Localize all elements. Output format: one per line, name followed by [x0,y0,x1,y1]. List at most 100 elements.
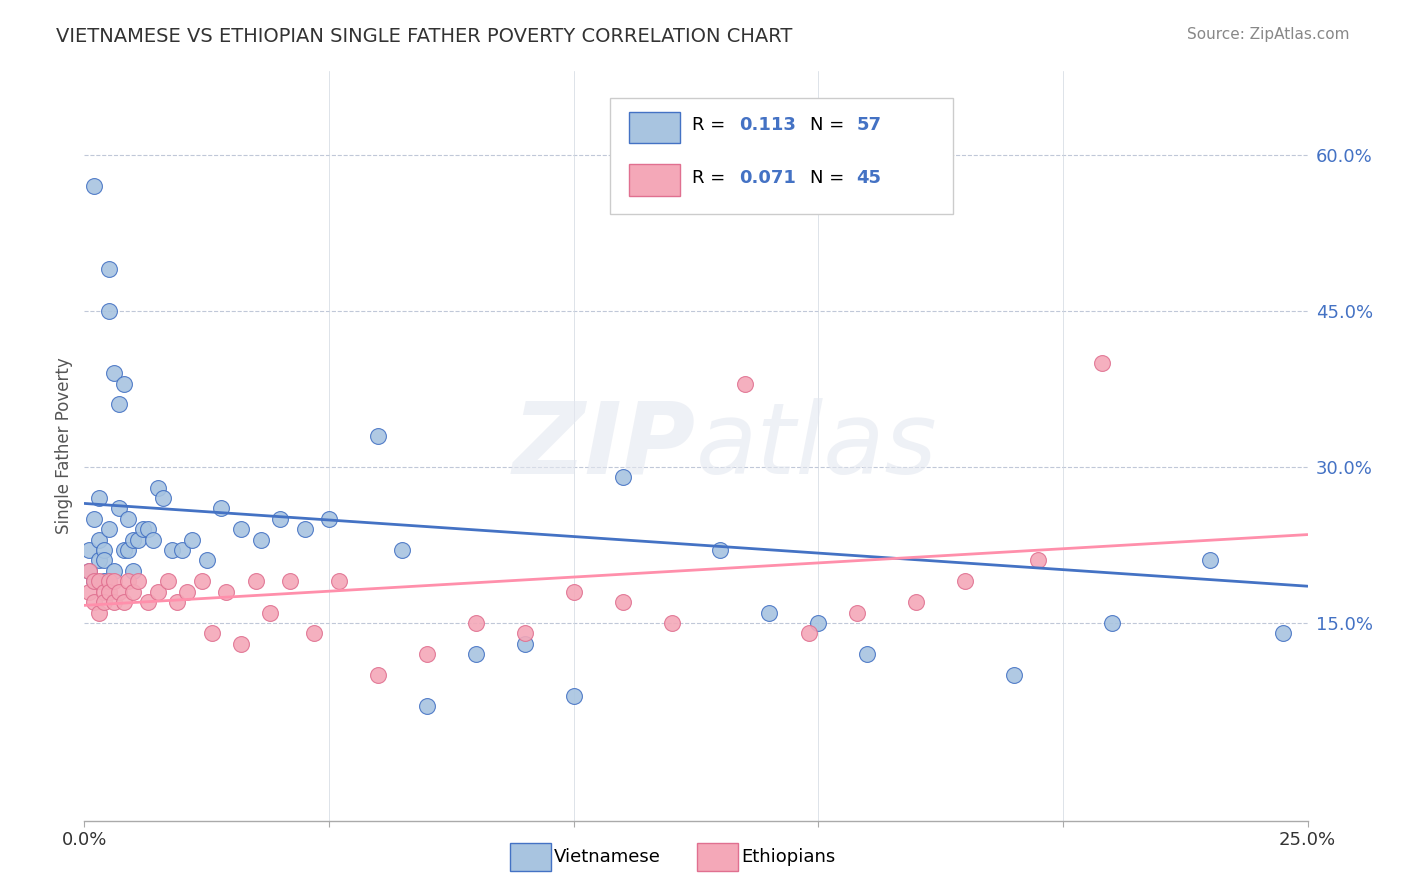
Ethiopians [97,584,120,599]
Vietnamese [77,564,100,578]
Ethiopians [146,584,169,599]
Text: N =: N = [810,116,849,135]
Text: atlas: atlas [696,398,938,494]
Ethiopians [905,595,928,609]
Text: 57: 57 [856,116,882,135]
Vietnamese [87,533,110,547]
Vietnamese [294,522,316,536]
Ethiopians [229,637,252,651]
Text: 45: 45 [856,169,882,186]
Ethiopians [83,574,105,589]
Vietnamese [122,564,145,578]
Ethiopians [612,595,634,609]
Vietnamese [112,376,135,391]
Vietnamese [97,522,120,536]
Vietnamese [97,303,120,318]
Text: 0.071: 0.071 [738,169,796,186]
Text: Vietnamese: Vietnamese [554,848,661,866]
Vietnamese [142,533,165,547]
Vietnamese [132,522,155,536]
Vietnamese [97,262,120,277]
FancyBboxPatch shape [628,112,681,144]
Ethiopians [122,584,145,599]
Vietnamese [146,481,169,495]
Text: R =: R = [692,116,731,135]
Vietnamese [127,533,149,547]
Ethiopians [112,595,135,609]
Ethiopians [367,668,389,682]
Ethiopians [166,595,188,609]
Ethiopians [176,584,198,599]
Ethiopians [734,376,756,391]
Ethiopians [117,574,139,589]
Vietnamese [107,397,129,411]
Vietnamese [77,543,100,558]
Vietnamese [93,574,115,589]
Vietnamese [136,522,159,536]
Ethiopians [513,626,536,640]
Ethiopians [93,595,115,609]
Vietnamese [636,127,658,141]
Ethiopians [259,606,281,620]
Ethiopians [1028,553,1050,567]
Ethiopians [846,606,869,620]
Ethiopians [200,626,222,640]
Vietnamese [162,543,184,558]
Ethiopians [83,595,105,609]
Ethiopians [77,564,100,578]
Ethiopians [215,584,238,599]
Vietnamese [1272,626,1295,640]
Ethiopians [562,584,585,599]
Vietnamese [152,491,174,505]
Vietnamese [856,647,879,661]
Vietnamese [807,615,830,630]
Ethiopians [156,574,179,589]
FancyBboxPatch shape [628,164,681,195]
Ethiopians [953,574,976,589]
Vietnamese [709,543,731,558]
Ethiopians [136,595,159,609]
Ethiopians [191,574,214,589]
Vietnamese [269,512,291,526]
Y-axis label: Single Father Poverty: Single Father Poverty [55,358,73,534]
Text: Source: ZipAtlas.com: Source: ZipAtlas.com [1187,27,1350,42]
Vietnamese [612,470,634,484]
Vietnamese [87,491,110,505]
Vietnamese [249,533,271,547]
Vietnamese [83,574,105,589]
Vietnamese [367,428,389,442]
Vietnamese [87,553,110,567]
Ethiopians [103,595,125,609]
Vietnamese [209,501,232,516]
Ethiopians [278,574,301,589]
Ethiopians [127,574,149,589]
Vietnamese [172,543,194,558]
Vietnamese [122,533,145,547]
Vietnamese [758,606,780,620]
Ethiopians [87,574,110,589]
Text: VIETNAMESE VS ETHIOPIAN SINGLE FATHER POVERTY CORRELATION CHART: VIETNAMESE VS ETHIOPIAN SINGLE FATHER PO… [56,27,793,45]
Ethiopians [416,647,439,661]
Vietnamese [513,637,536,651]
Ethiopians [103,574,125,589]
FancyBboxPatch shape [610,97,953,214]
Vietnamese [1198,553,1220,567]
Text: R =: R = [692,169,731,186]
Ethiopians [93,584,115,599]
Vietnamese [1002,668,1025,682]
Vietnamese [117,512,139,526]
Vietnamese [318,512,340,526]
Vietnamese [93,553,115,567]
Vietnamese [181,533,204,547]
Vietnamese [464,647,486,661]
Ethiopians [1091,356,1114,370]
Ethiopians [87,606,110,620]
Ethiopians [464,615,486,630]
Text: Ethiopians: Ethiopians [741,848,835,866]
Ethiopians [328,574,350,589]
Ethiopians [97,574,120,589]
Vietnamese [229,522,252,536]
Ethiopians [304,626,326,640]
Ethiopians [107,584,129,599]
Vietnamese [83,178,105,193]
